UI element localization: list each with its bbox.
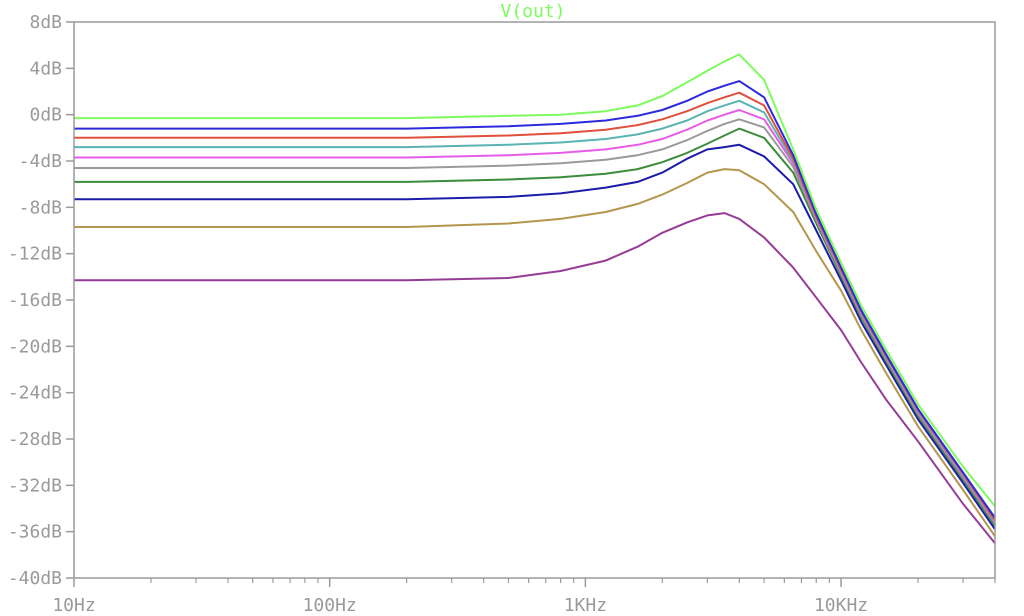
x-tick-label: 1KHz (564, 595, 607, 616)
y-tick-label: -12dB (8, 244, 62, 265)
trace-series-group (74, 53, 996, 544)
x-tick-label: 10Hz (52, 595, 95, 616)
y-tick-label: -32dB (8, 475, 62, 496)
y-tick-label: 4dB (29, 58, 62, 79)
y-tick-label: -4dB (19, 151, 62, 172)
x-tick-label: 10KHz (814, 595, 868, 616)
trace-line-2[interactable] (74, 80, 996, 519)
trace-line-10[interactable] (74, 212, 996, 544)
trace-line-8[interactable] (74, 143, 996, 530)
y-tick-label: -20dB (8, 336, 62, 357)
trace-name-v-out[interactable]: V(out) (500, 1, 565, 22)
trace-line-5[interactable] (74, 109, 996, 523)
y-tick-label: -40dB (8, 568, 62, 589)
y-tick-label: -28dB (8, 429, 62, 450)
y-tick-label: -24dB (8, 383, 62, 404)
trace-line-1[interactable] (74, 53, 996, 507)
trace-line-9[interactable] (74, 168, 996, 537)
plot-frame (73, 21, 996, 579)
y-tick-label: -36dB (8, 522, 62, 543)
y-tick-label: -16dB (8, 290, 62, 311)
y-tick-label: 8dB (29, 12, 62, 33)
axes: 8dB 4dB 0dB -4dB -8dB -12dB -16dB -20dB -24dB -28… (8, 12, 996, 616)
trace-line-7[interactable] (74, 127, 996, 527)
y-tick-label: -8dB (19, 197, 62, 218)
y-tick-label: 0dB (29, 105, 62, 126)
x-tick-label: 100Hz (303, 595, 357, 616)
